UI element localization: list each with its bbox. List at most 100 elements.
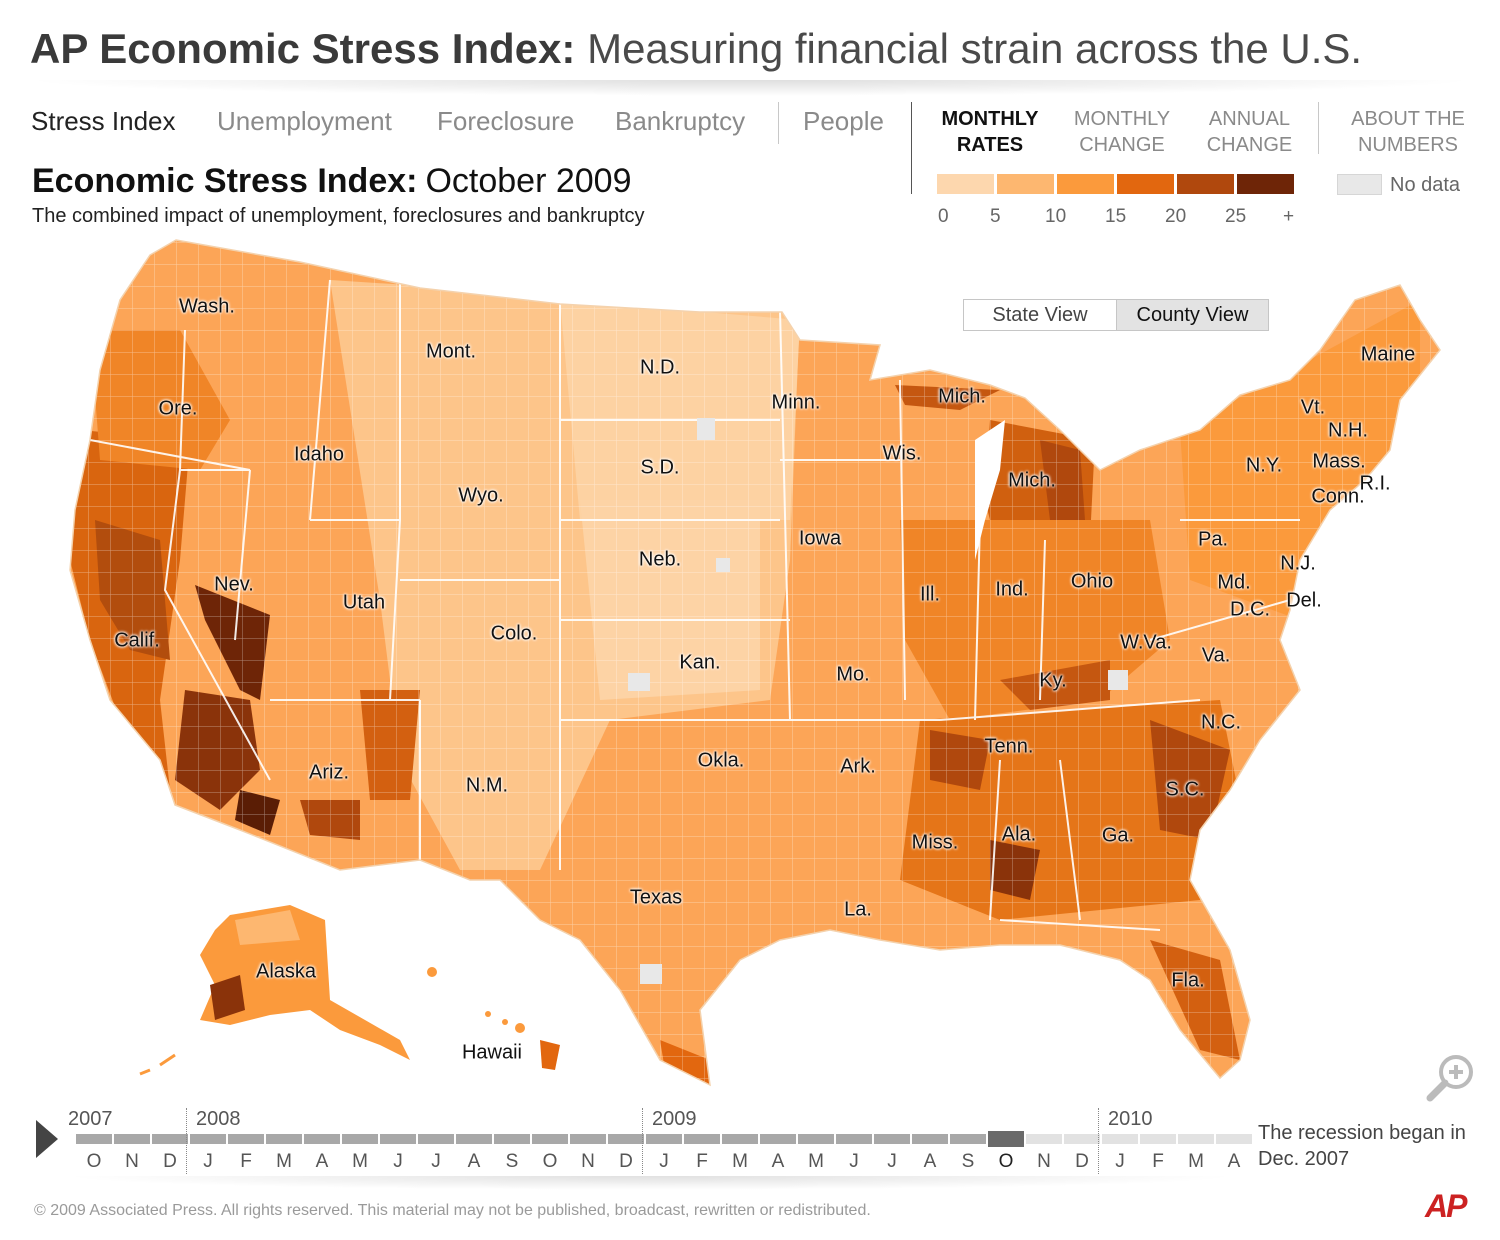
state-label-maryland[interactable]: Md. xyxy=(1217,571,1251,594)
about-numbers-link[interactable]: ABOUT THE NUMBERS xyxy=(1338,106,1478,158)
timeline-month-segment[interactable] xyxy=(228,1134,264,1144)
timeline-month-segment[interactable] xyxy=(912,1134,948,1144)
timeline-month-segment[interactable] xyxy=(532,1134,568,1144)
timeline-month-segment[interactable] xyxy=(608,1134,644,1144)
timeline-month-segment[interactable] xyxy=(836,1134,872,1144)
timeline-month-segment[interactable] xyxy=(1178,1134,1214,1144)
timeline-month-label[interactable]: A xyxy=(771,1151,785,1172)
state-label-missouri[interactable]: Mo. xyxy=(836,663,870,686)
timeline-month-label[interactable]: M xyxy=(352,1151,368,1172)
timeline-month-label[interactable]: A xyxy=(1227,1151,1241,1172)
timeline-month-label[interactable]: J xyxy=(393,1151,403,1172)
timeline-month-label[interactable]: M xyxy=(276,1151,292,1172)
nav-foreclosure[interactable]: Foreclosure xyxy=(437,106,575,136)
state-label-colorado[interactable]: Colo. xyxy=(490,622,538,645)
timeline-month-segment[interactable] xyxy=(874,1134,910,1144)
state-label-new-jersey[interactable]: N.J. xyxy=(1280,552,1316,575)
timeline-month-label[interactable]: O xyxy=(998,1151,1014,1172)
timeline-month-label[interactable]: D xyxy=(619,1151,633,1172)
state-label-iowa[interactable]: Iowa xyxy=(798,527,842,550)
timeline-month-segment[interactable] xyxy=(570,1134,606,1144)
state-label-vermont[interactable]: Vt. xyxy=(1300,396,1326,419)
timeline-month-label[interactable]: M xyxy=(1188,1151,1204,1172)
state-label-arizona[interactable]: Ariz. xyxy=(309,761,349,784)
nav-bankruptcy[interactable]: Bankruptcy xyxy=(615,106,746,136)
state-label-montana[interactable]: Mont. xyxy=(425,340,477,363)
timeline-month-segment[interactable] xyxy=(1026,1134,1062,1144)
state-label-tennessee[interactable]: Tenn. xyxy=(984,735,1034,758)
timeline-month-segment[interactable] xyxy=(114,1134,150,1144)
mode-monthly-rates[interactable]: MONTHLY RATES xyxy=(930,106,1050,158)
timeline-month-label[interactable]: N xyxy=(125,1151,139,1172)
state-label-minnesota[interactable]: Minn. xyxy=(771,391,821,414)
nav-unemployment[interactable]: Unemployment xyxy=(217,106,392,136)
nav-people[interactable]: People xyxy=(803,106,884,136)
timeline-month-segment[interactable] xyxy=(1216,1134,1252,1144)
timeline-month-segment[interactable] xyxy=(494,1134,530,1144)
timeline-month-label[interactable]: J xyxy=(1115,1151,1125,1172)
timeline-month-segment[interactable] xyxy=(1140,1134,1176,1144)
state-label-nevada[interactable]: Nev. xyxy=(214,573,254,596)
state-label-new-york[interactable]: N.Y. xyxy=(1245,454,1283,477)
state-label-delaware[interactable]: Del. xyxy=(1286,589,1322,612)
zoom-in-icon[interactable] xyxy=(1424,1050,1478,1104)
state-label-florida[interactable]: Fla. xyxy=(1171,969,1205,992)
timeline-month-label[interactable]: J xyxy=(203,1151,213,1172)
state-label-north-carolina[interactable]: N.C. xyxy=(1201,711,1241,734)
timeline-month-segment[interactable] xyxy=(1102,1134,1138,1144)
timeline-month-segment[interactable] xyxy=(418,1134,454,1144)
timeline-month-segment[interactable] xyxy=(190,1134,226,1144)
state-label-kentucky[interactable]: Ky. xyxy=(1039,669,1067,692)
timeline-month-segment[interactable] xyxy=(456,1134,492,1144)
timeline-month-segment[interactable] xyxy=(988,1131,1024,1147)
state-label-kansas[interactable]: Kan. xyxy=(679,651,721,674)
timeline-month-label[interactable]: J xyxy=(431,1151,441,1172)
state-label-nebraska[interactable]: Neb. xyxy=(638,548,682,571)
state-label-idaho[interactable]: Idaho xyxy=(293,443,345,466)
timeline-month-label[interactable]: N xyxy=(1037,1151,1051,1172)
state-label-wisconsin[interactable]: Wis. xyxy=(882,442,922,465)
state-label-pennsylvania[interactable]: Pa. xyxy=(1197,528,1229,551)
timeline-month-label[interactable]: O xyxy=(542,1151,558,1172)
state-label-north-dakota[interactable]: N.D. xyxy=(640,356,680,379)
timeline-month-label[interactable]: S xyxy=(505,1151,519,1172)
timeline-month-segment[interactable] xyxy=(1064,1134,1100,1144)
timeline-month-label[interactable]: A xyxy=(923,1151,937,1172)
state-label-alaska[interactable]: Alaska xyxy=(255,960,317,983)
play-button[interactable] xyxy=(36,1120,58,1158)
timeline-month-segment[interactable] xyxy=(722,1134,758,1144)
timeline-month-segment[interactable] xyxy=(76,1134,112,1144)
timeline-month-segment[interactable] xyxy=(380,1134,416,1144)
state-label-wyoming[interactable]: Wyo. xyxy=(458,484,504,507)
state-label-texas[interactable]: Texas xyxy=(629,886,683,909)
state-label-arkansas[interactable]: Ark. xyxy=(840,755,876,778)
state-label-michigan-upper[interactable]: Mich. xyxy=(938,385,986,408)
state-label-ohio[interactable]: Ohio xyxy=(1070,570,1114,593)
timeline-month-label[interactable]: D xyxy=(1075,1151,1089,1172)
state-label-indiana[interactable]: Ind. xyxy=(995,578,1029,601)
state-label-alabama[interactable]: Ala. xyxy=(1001,823,1037,846)
state-label-michigan[interactable]: Mich. xyxy=(1008,469,1056,492)
state-label-dc[interactable]: D.C. xyxy=(1230,598,1270,621)
timeline-month-label[interactable]: A xyxy=(315,1151,329,1172)
state-label-illinois[interactable]: Ill. xyxy=(920,583,940,606)
timeline-month-label[interactable]: J xyxy=(849,1151,859,1172)
timeline-month-segment[interactable] xyxy=(152,1134,188,1144)
state-label-maine[interactable]: Maine xyxy=(1360,343,1416,366)
timeline-month-segment[interactable] xyxy=(266,1134,302,1144)
timeline-month-label[interactable]: O xyxy=(86,1151,102,1172)
timeline-month-label[interactable]: M xyxy=(732,1151,748,1172)
timeline-month-label[interactable]: A xyxy=(467,1151,481,1172)
state-label-mississippi[interactable]: Miss. xyxy=(911,831,959,854)
timeline-month-segment[interactable] xyxy=(304,1134,340,1144)
timeline-month-label[interactable]: F xyxy=(1152,1151,1164,1172)
timeline-month-segment[interactable] xyxy=(646,1134,682,1144)
timeline-month-label[interactable]: J xyxy=(887,1151,897,1172)
timeline-month-label[interactable]: N xyxy=(581,1151,595,1172)
state-label-south-carolina[interactable]: S.C. xyxy=(1165,778,1205,801)
state-label-south-dakota[interactable]: S.D. xyxy=(640,456,680,479)
state-label-massachusetts[interactable]: Mass. xyxy=(1312,450,1366,473)
mode-annual-change[interactable]: ANNUAL CHANGE xyxy=(1192,106,1307,158)
timeline-month-label[interactable]: F xyxy=(240,1151,252,1172)
state-view-button[interactable]: State View xyxy=(992,304,1088,326)
